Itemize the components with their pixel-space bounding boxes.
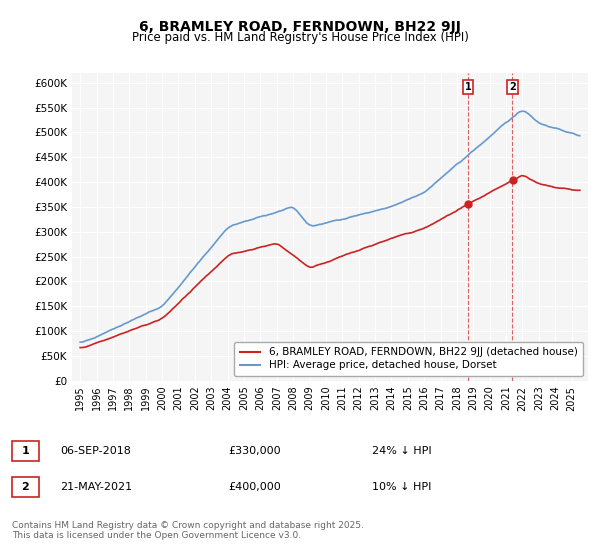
Text: Price paid vs. HM Land Registry's House Price Index (HPI): Price paid vs. HM Land Registry's House …: [131, 31, 469, 44]
Text: 1: 1: [22, 446, 29, 456]
Text: £400,000: £400,000: [228, 482, 281, 492]
Text: 10% ↓ HPI: 10% ↓ HPI: [372, 482, 431, 492]
Legend: 6, BRAMLEY ROAD, FERNDOWN, BH22 9JJ (detached house), HPI: Average price, detach: 6, BRAMLEY ROAD, FERNDOWN, BH22 9JJ (det…: [235, 342, 583, 376]
Text: Contains HM Land Registry data © Crown copyright and database right 2025.
This d: Contains HM Land Registry data © Crown c…: [12, 521, 364, 540]
Text: 2: 2: [509, 82, 515, 92]
Text: 2: 2: [22, 482, 29, 492]
Text: £330,000: £330,000: [228, 446, 281, 456]
Text: 06-SEP-2018: 06-SEP-2018: [60, 446, 131, 456]
Text: 1: 1: [465, 82, 472, 92]
Text: 24% ↓ HPI: 24% ↓ HPI: [372, 446, 431, 456]
Text: 21-MAY-2021: 21-MAY-2021: [60, 482, 132, 492]
Text: 6, BRAMLEY ROAD, FERNDOWN, BH22 9JJ: 6, BRAMLEY ROAD, FERNDOWN, BH22 9JJ: [139, 20, 461, 34]
